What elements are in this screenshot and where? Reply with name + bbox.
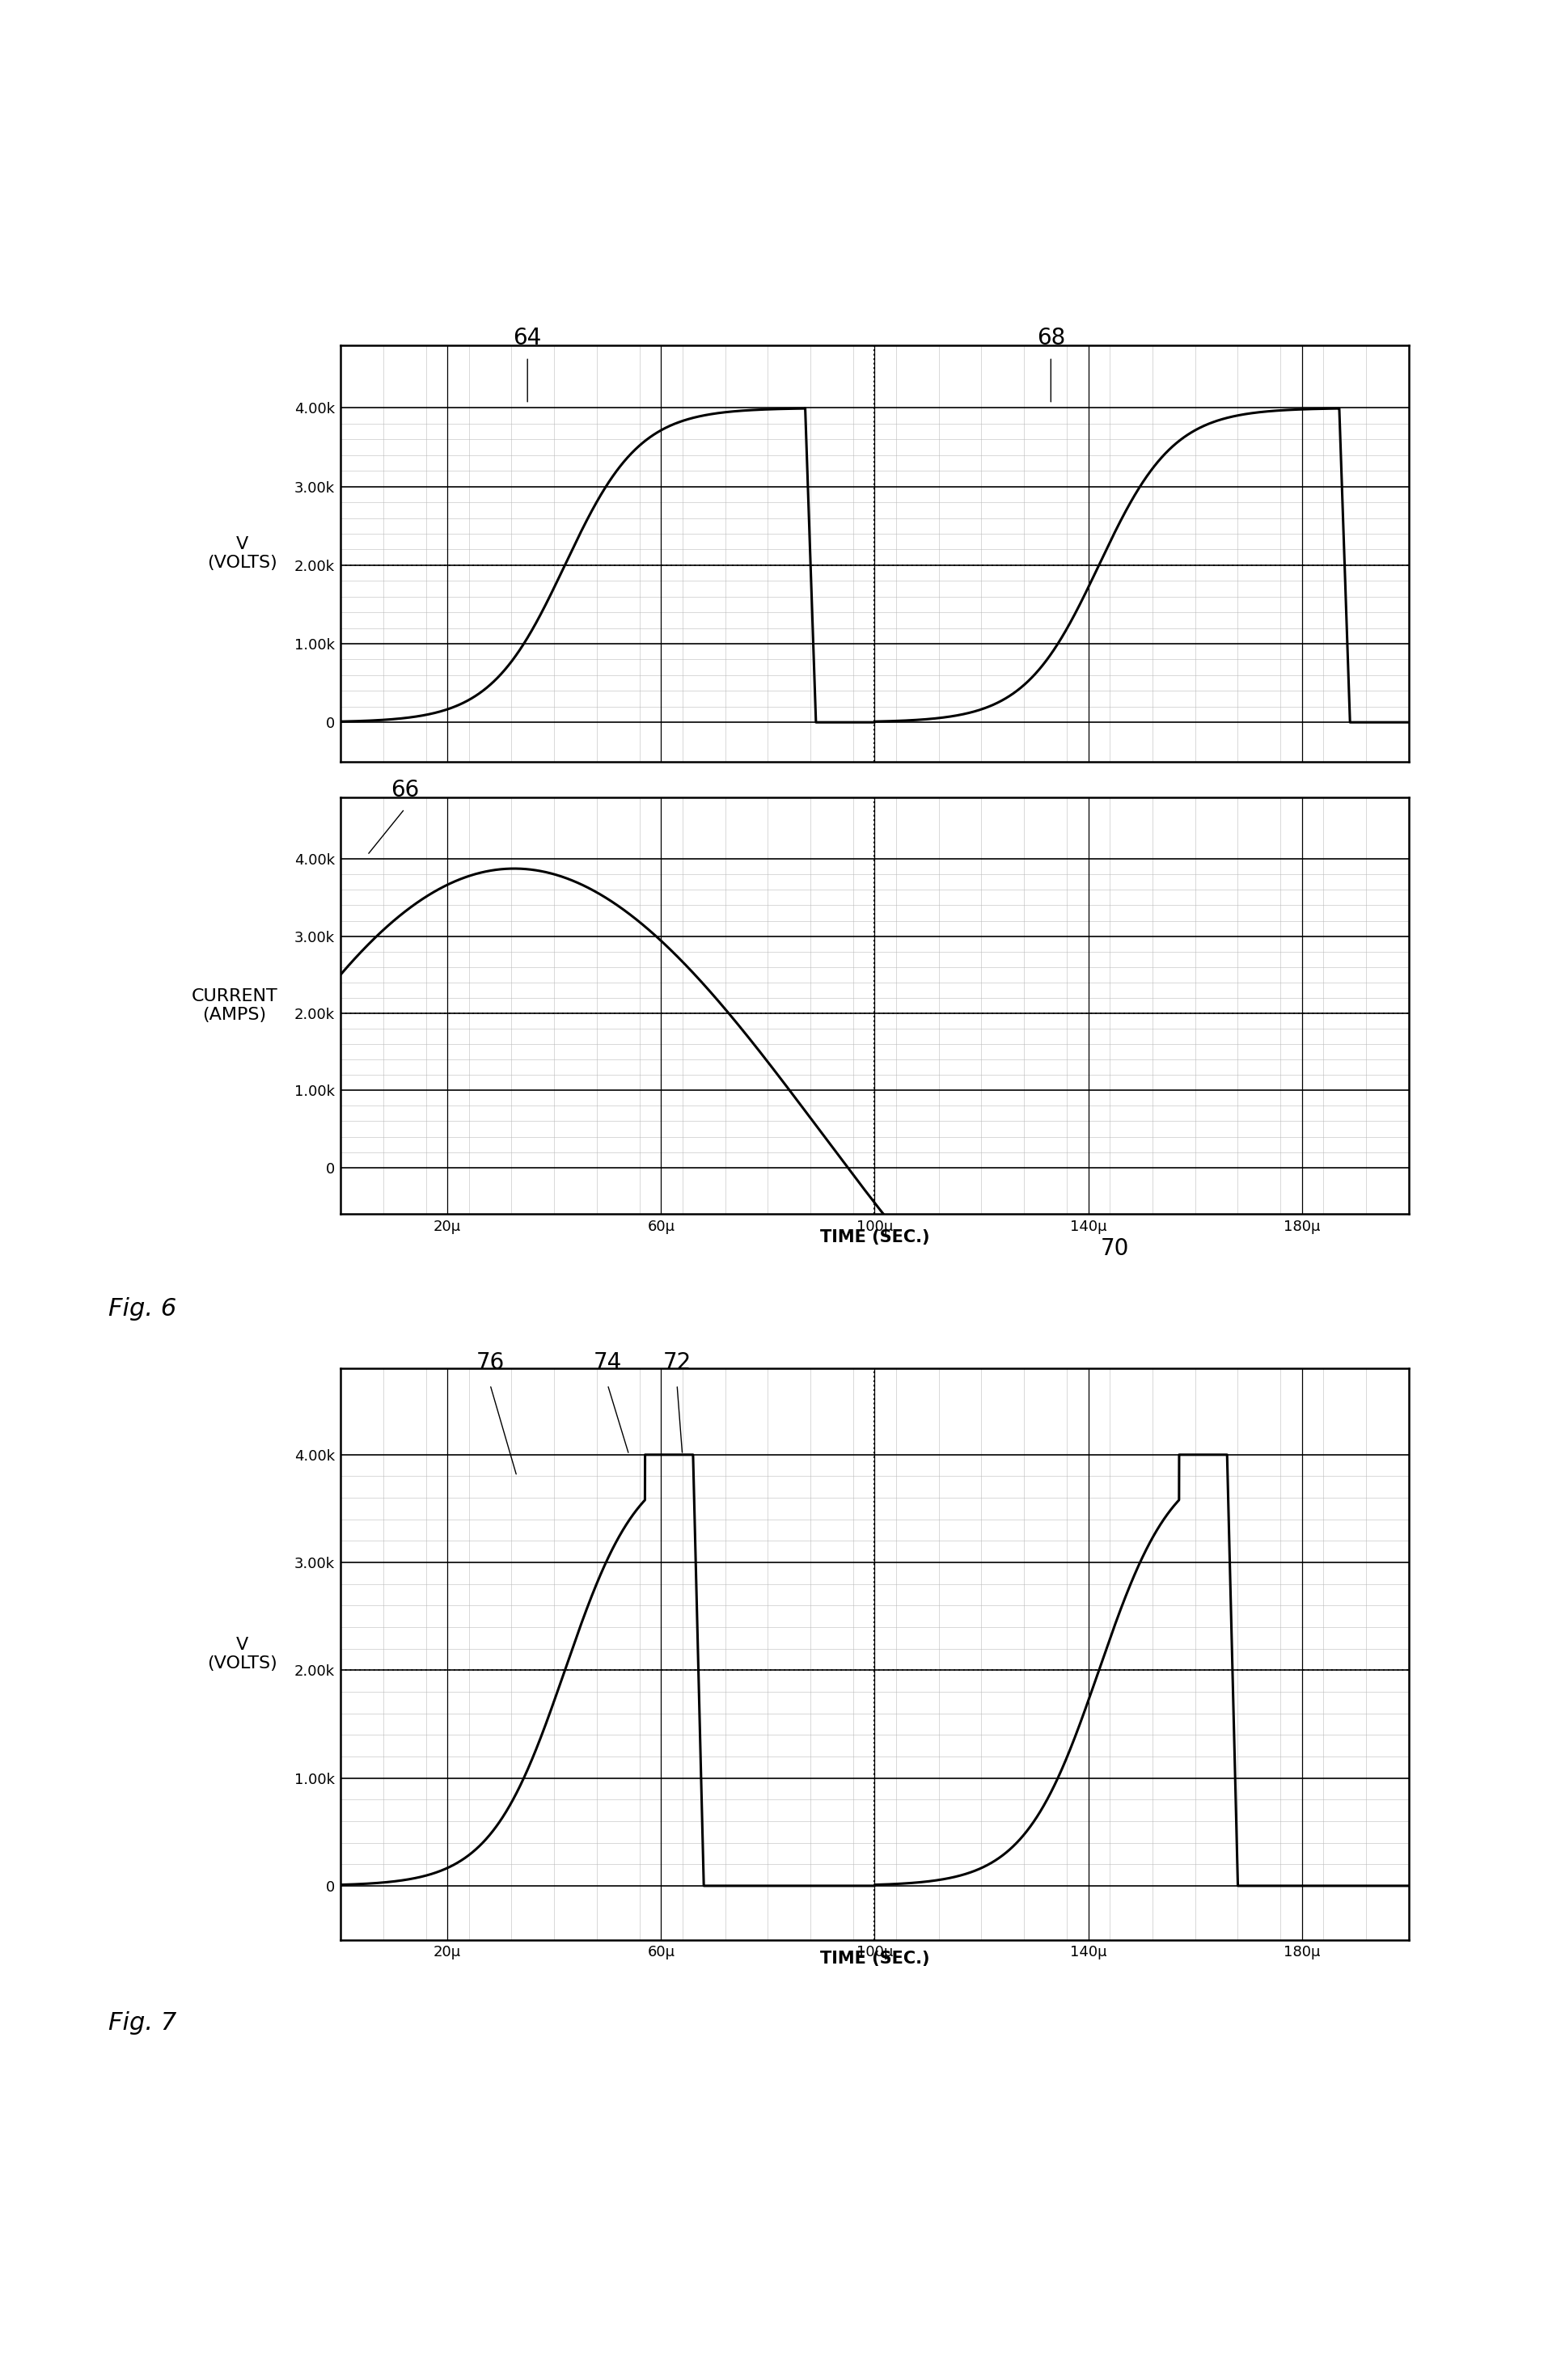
Y-axis label: CURRENT
(AMPS): CURRENT (AMPS) [192,988,277,1023]
Text: 66: 66 [390,778,420,802]
Y-axis label: V
(VOLTS): V (VOLTS) [207,1637,277,1671]
Text: 70: 70 [1101,1238,1128,1259]
Text: 76: 76 [475,1352,505,1373]
Text: 74: 74 [593,1352,622,1373]
Text: 64: 64 [514,326,542,350]
Text: Fig. 6: Fig. 6 [108,1297,176,1321]
Text: Fig. 7: Fig. 7 [108,2011,176,2035]
Text: TIME (SEC.): TIME (SEC.) [820,1228,929,1245]
Text: 72: 72 [663,1352,692,1373]
Text: 68: 68 [1037,326,1065,350]
Text: TIME (SEC.): TIME (SEC.) [820,1952,929,1966]
Y-axis label: V
(VOLTS): V (VOLTS) [207,536,277,571]
